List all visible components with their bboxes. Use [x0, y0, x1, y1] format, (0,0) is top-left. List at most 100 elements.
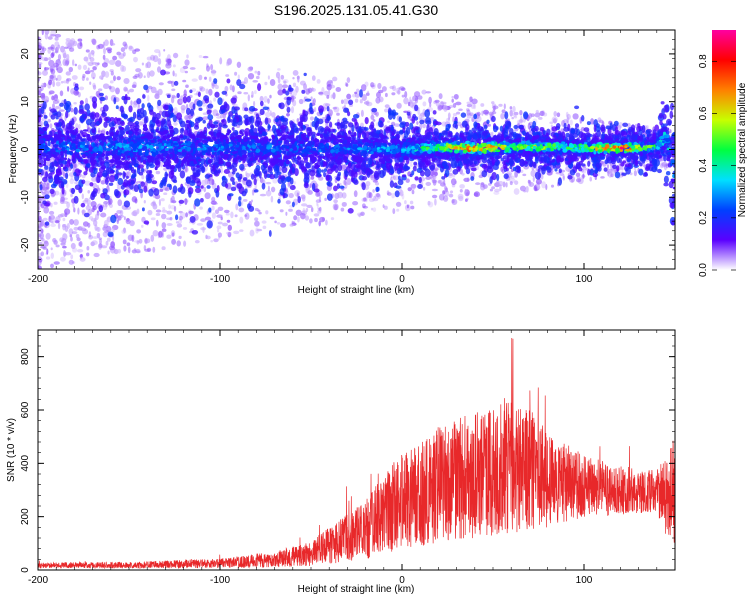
spectrogram-cell: [39, 50, 45, 54]
spectrogram-cell: [303, 96, 306, 103]
spectrogram-cell: [116, 76, 121, 81]
spectrogram-cell: [165, 217, 172, 221]
spectrogram-cell: [292, 82, 297, 88]
spectrogram-cell: [625, 166, 631, 175]
spectrogram-cell: [55, 105, 59, 110]
spectrogram-cell: [53, 201, 58, 205]
spectrogram-cell: [135, 68, 142, 73]
spectrogram-cell: [68, 259, 74, 265]
spectrogram-cell: [313, 213, 320, 217]
spectrogram-cell: [206, 235, 211, 240]
spectrogram-cell: [582, 169, 587, 174]
spectrogram-cell: [261, 168, 268, 174]
spectrogram-cell: [404, 200, 407, 205]
spectrogram-cell: [78, 242, 82, 247]
spectrogram-cell: [569, 169, 576, 176]
spectrogram-cell: [184, 70, 188, 74]
spectrogram-cell: [161, 228, 167, 232]
spectrogram-cell: [176, 223, 183, 228]
spectrogram-cell: [407, 187, 412, 192]
spectrogram-cell: [574, 123, 580, 128]
spectrogram-cell: [372, 207, 377, 213]
spectrogram-cell: [174, 214, 179, 221]
spectrogram-cell: [104, 39, 109, 47]
spectrogram-cell: [292, 69, 299, 76]
spectrogram-cell: [136, 240, 140, 245]
spectrogram-cell: [368, 197, 375, 203]
spectrogram-cell: [158, 198, 161, 207]
spectrogram-cell: [396, 102, 402, 109]
spectrogram-cell: [38, 61, 43, 66]
spectrogram-cell: [419, 170, 425, 177]
spectrogram-cell: [310, 96, 313, 100]
spectrogram-cell: [219, 114, 224, 119]
spectrogram-cell: [665, 171, 671, 176]
spectrogram-cell: [50, 68, 56, 75]
spectrogram-cell: [382, 204, 385, 208]
spectrogram-cell: [132, 103, 138, 108]
spectrogram-cell: [86, 57, 89, 64]
spectrogram-cell: [189, 67, 196, 70]
spectrogram-cell: [310, 175, 315, 180]
spectrogram-cell: [298, 126, 304, 132]
spectrogram-cell: [509, 109, 513, 117]
spectrogram-cell: [567, 175, 573, 180]
spectrogram-cell: [264, 81, 268, 86]
spectrogram-cell: [292, 76, 295, 80]
spectrogram-cell: [54, 190, 60, 196]
spectrogram-cell: [562, 175, 565, 181]
spectrogram-cell: [41, 46, 44, 51]
spectrogram-cell: [219, 57, 223, 65]
spectrogram-cell: [52, 238, 57, 243]
spectrogram-cell: [659, 162, 664, 169]
spectrogram-cell: [231, 171, 236, 175]
spectrogram-cell: [370, 207, 374, 211]
spectrogram-cell: [225, 74, 230, 77]
spectrogram-cell: [455, 101, 462, 106]
spectrogram-cell: [316, 201, 319, 207]
spectrogram-cell: [73, 106, 78, 115]
spectrogram-cell: [285, 211, 288, 216]
spectrogram-cell: [642, 172, 649, 177]
spectrogram-cell: [465, 192, 470, 196]
spectrogram-cell: [65, 110, 69, 119]
spectrogram-cell: [48, 57, 52, 61]
spectrogram-cell: [387, 120, 390, 123]
spectrogram-cell: [38, 63, 42, 70]
spectrogram-cell: [318, 195, 322, 203]
spectrogram-cell: [183, 93, 188, 97]
spectrogram-cell: [324, 197, 327, 202]
spectrogram-cell: [574, 105, 580, 110]
spectrogram-cell: [326, 193, 333, 201]
spectrogram-cell: [326, 83, 332, 91]
spectrogram-cell: [92, 205, 97, 211]
spectrogram-cell: [513, 124, 519, 130]
spectrogram-cell: [417, 183, 423, 190]
spectrogram-cell: [182, 65, 189, 70]
spectrogram-cell: [230, 211, 234, 219]
spectrogram-cell: [72, 201, 75, 209]
spectrogram-cell: [267, 166, 273, 173]
spectrogram-cell: [158, 51, 161, 58]
spectrogram-cell: [669, 202, 675, 209]
spectrogram-cell: [197, 116, 204, 122]
spectrogram-cell: [145, 63, 148, 69]
spectrogram-cell: [53, 62, 60, 68]
spectrogram-cell: [60, 213, 66, 218]
spectrogram-cell: [470, 176, 475, 181]
spectrogram-cell: [86, 252, 90, 257]
spectrogram-cell: [290, 106, 295, 114]
spectrogram-cell: [511, 116, 514, 120]
spectrogram-cell: [102, 225, 108, 232]
spectrogram-cell: [447, 173, 454, 179]
spectrogram-cell: [56, 74, 62, 82]
spectrogram-cell: [109, 80, 114, 84]
spectrogram-cell: [451, 98, 454, 103]
spectrogram-cell: [59, 102, 64, 107]
spectrogram-cell: [535, 109, 539, 114]
spectrogram-cell: [208, 207, 212, 213]
spectrogram-cell: [311, 87, 314, 92]
spectrogram-cell: [200, 218, 206, 222]
spectrogram-cell: [268, 229, 272, 237]
spectrogram-cell: [38, 206, 41, 211]
